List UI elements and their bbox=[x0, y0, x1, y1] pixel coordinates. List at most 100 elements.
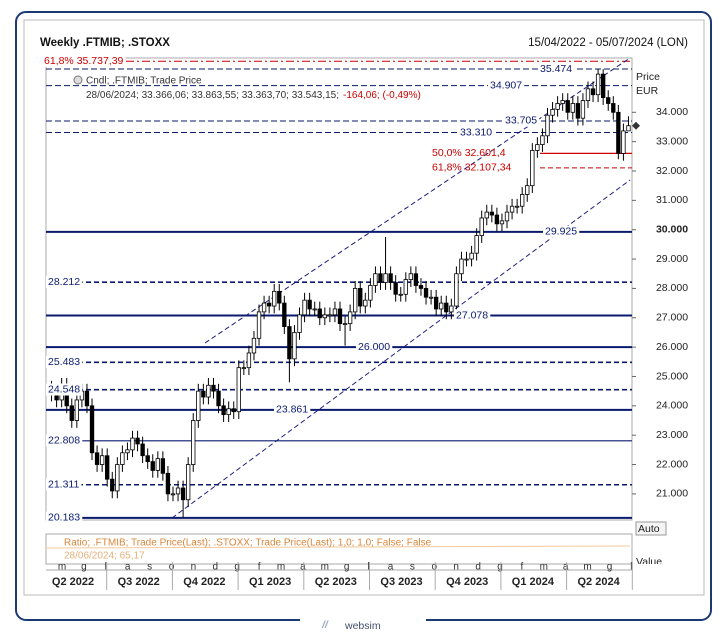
y-tick-label: 26.000 bbox=[656, 341, 688, 353]
candle-body bbox=[611, 103, 616, 113]
level-label-bg bbox=[46, 434, 83, 447]
lower-axis-label: Value bbox=[636, 556, 662, 568]
level-label: 29.925 bbox=[545, 226, 577, 238]
candle-body bbox=[94, 452, 100, 465]
candle-body bbox=[99, 455, 105, 465]
x-month-label: g bbox=[344, 562, 350, 573]
x-quarter-label: Q3 2022 bbox=[118, 576, 160, 588]
candle-body bbox=[535, 144, 540, 151]
candle-body bbox=[277, 290, 282, 304]
x-month-label: d bbox=[475, 562, 481, 573]
candle-body bbox=[201, 390, 206, 398]
candle-body bbox=[489, 211, 494, 216]
candle-body bbox=[626, 125, 631, 132]
candle-body bbox=[484, 211, 489, 219]
candle-body bbox=[236, 367, 241, 413]
level-label-bg bbox=[488, 79, 525, 92]
candle-body bbox=[570, 103, 575, 113]
x-month-label: m bbox=[58, 562, 66, 573]
candle-body bbox=[413, 273, 419, 286]
x-month-label: m bbox=[277, 562, 285, 573]
candle-body bbox=[550, 108, 555, 116]
level-label: 35.474 bbox=[540, 63, 572, 75]
candle-body bbox=[145, 455, 150, 462]
candle-body bbox=[312, 308, 317, 311]
level-label: 28.212 bbox=[48, 276, 80, 288]
level-label-bg bbox=[42, 55, 126, 68]
level-label-bg bbox=[458, 126, 495, 139]
legend-series: Cndl; .FTMIB; Trade Price bbox=[86, 76, 202, 87]
y-axis-label: Price bbox=[636, 71, 660, 83]
x-month-label: g bbox=[607, 562, 613, 573]
candle-body bbox=[272, 290, 277, 307]
x-month-label: m bbox=[540, 562, 548, 573]
x-month-label: l bbox=[367, 562, 369, 573]
x-quarter-label: Q3 2023 bbox=[380, 576, 422, 588]
candle-body bbox=[504, 211, 510, 222]
level-label: 21.311 bbox=[48, 479, 79, 491]
candle-body bbox=[393, 282, 398, 295]
x-month-label: g bbox=[497, 562, 503, 573]
candle-body bbox=[186, 464, 191, 501]
level-label: 22.808 bbox=[48, 435, 80, 447]
candle-body bbox=[408, 273, 414, 281]
candle-body bbox=[135, 437, 140, 445]
level-label: 26.000 bbox=[358, 341, 390, 353]
y-tick-label: 30.000 bbox=[656, 223, 688, 235]
candle-body bbox=[433, 296, 439, 310]
candle-body bbox=[261, 302, 267, 313]
candle-body bbox=[297, 314, 302, 333]
last-price-marker bbox=[632, 121, 640, 130]
auto-button-label[interactable]: Auto bbox=[638, 523, 660, 535]
level-label: 27.078 bbox=[456, 309, 488, 321]
candle-body bbox=[363, 299, 368, 307]
x-month-label: a bbox=[125, 562, 131, 573]
candles bbox=[49, 69, 631, 518]
candle-body bbox=[520, 194, 525, 207]
candle-body bbox=[115, 464, 120, 492]
x-quarter-label: Q2 2023 bbox=[315, 576, 357, 588]
x-month-label: o bbox=[432, 562, 438, 573]
candle-body bbox=[585, 88, 591, 101]
candle-body bbox=[540, 135, 545, 145]
x-month-label: s bbox=[410, 562, 415, 573]
candle-body bbox=[565, 100, 570, 113]
candle-body bbox=[105, 455, 110, 480]
y-axis-unit: EUR bbox=[636, 85, 659, 97]
candle-body bbox=[155, 458, 160, 471]
level-label-bg bbox=[46, 356, 83, 369]
candle-body bbox=[125, 449, 130, 454]
candle-body bbox=[130, 437, 135, 451]
y-tick-label: 21.000 bbox=[656, 488, 688, 500]
level-label: 25.483 bbox=[48, 356, 80, 368]
candle-body bbox=[140, 443, 145, 457]
level-label: 33.310 bbox=[460, 126, 492, 138]
candle-body bbox=[266, 302, 272, 307]
candle-body bbox=[509, 205, 515, 213]
level-label-bg bbox=[46, 275, 83, 288]
x-quarter-label: Q2 2024 bbox=[577, 576, 620, 588]
candle-body bbox=[342, 323, 348, 326]
candle-body bbox=[150, 461, 155, 471]
x-month-label: d bbox=[213, 562, 219, 573]
candle-body bbox=[388, 273, 393, 283]
level-label-bg bbox=[543, 225, 580, 238]
x-month-label: f bbox=[258, 562, 261, 573]
legend-change: -164,06; (-0,49%) bbox=[343, 90, 421, 101]
candle-body bbox=[606, 97, 611, 104]
candle-body bbox=[322, 314, 327, 319]
candle-body bbox=[69, 405, 74, 421]
auto-button[interactable] bbox=[635, 521, 667, 536]
candle-body bbox=[282, 302, 287, 327]
candle-body bbox=[353, 288, 358, 313]
candle-body bbox=[180, 487, 186, 501]
candle-body bbox=[378, 273, 383, 283]
x-quarter-label: Q1 2024 bbox=[512, 576, 555, 588]
candle-body bbox=[423, 288, 429, 298]
footer-bg bbox=[300, 612, 426, 636]
candle-body bbox=[575, 103, 581, 119]
candle-body bbox=[580, 100, 586, 119]
candle-body bbox=[89, 405, 95, 454]
candle-body bbox=[358, 288, 363, 307]
